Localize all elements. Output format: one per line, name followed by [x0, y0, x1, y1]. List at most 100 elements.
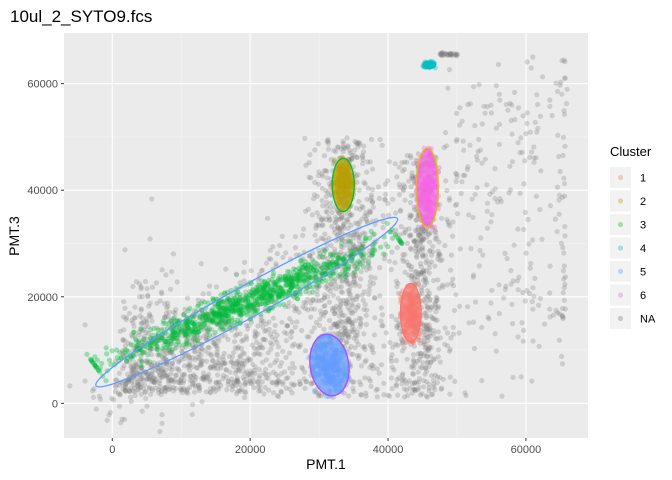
cluster-3-point — [277, 277, 283, 283]
na-point — [401, 230, 407, 236]
na-point — [344, 332, 350, 338]
na-point — [270, 390, 277, 396]
na-point — [433, 304, 439, 311]
na-point — [346, 210, 352, 216]
cluster-3-point — [301, 262, 308, 269]
na-point — [198, 357, 204, 363]
na-point — [270, 380, 276, 386]
na-point — [556, 153, 562, 160]
na-point — [267, 331, 273, 337]
na-point — [418, 230, 424, 236]
na-point — [561, 285, 567, 291]
na-point — [425, 288, 431, 294]
na-point — [192, 339, 198, 345]
na-point — [277, 242, 283, 248]
na-point — [443, 178, 449, 184]
na-point — [338, 273, 344, 279]
na-point — [321, 247, 327, 253]
na-point — [331, 310, 337, 317]
cluster-3-point — [280, 288, 286, 294]
na-point — [360, 297, 366, 303]
na-point — [560, 290, 566, 296]
na-point — [181, 372, 187, 379]
cluster-3-point — [212, 304, 218, 310]
na-point — [389, 249, 395, 255]
na-point — [144, 316, 150, 322]
na-point — [332, 321, 338, 327]
na-point — [325, 262, 331, 268]
na-point — [293, 293, 299, 299]
na-point — [138, 307, 144, 313]
na-point — [351, 152, 357, 158]
cluster-3-point — [366, 259, 372, 266]
na-point — [404, 159, 410, 165]
na-point — [192, 348, 198, 354]
na-point — [442, 50, 448, 56]
na-point — [302, 369, 308, 375]
na-point — [330, 305, 336, 311]
na-point — [128, 398, 134, 405]
cluster-3-point — [295, 273, 302, 279]
na-point — [170, 329, 176, 335]
na-point — [427, 326, 433, 332]
na-point — [422, 345, 428, 351]
na-point — [158, 387, 164, 393]
na-point — [321, 168, 328, 174]
na-point — [311, 267, 317, 273]
cluster-3-point — [229, 297, 235, 303]
na-point — [426, 261, 432, 267]
na-point — [260, 359, 266, 365]
na-point — [275, 373, 281, 379]
na-point — [353, 333, 359, 339]
na-point — [448, 267, 454, 273]
na-point — [164, 350, 170, 356]
na-point — [480, 252, 486, 258]
na-point — [279, 360, 285, 366]
cluster-6-point — [432, 224, 438, 230]
na-point — [342, 239, 349, 245]
na-point — [496, 91, 502, 97]
cluster-3-point — [330, 261, 336, 267]
na-point — [147, 300, 153, 306]
cluster-3-point — [234, 317, 240, 323]
cluster-3-point — [283, 276, 289, 283]
na-point — [520, 289, 526, 296]
na-point — [374, 394, 380, 400]
na-point — [312, 389, 318, 395]
cluster-3-point — [189, 319, 195, 325]
cluster-3-point — [247, 292, 253, 298]
na-point — [330, 292, 336, 298]
cluster-3-point — [301, 277, 307, 283]
na-point — [432, 372, 438, 378]
cluster-3-point — [169, 328, 175, 334]
na-point — [420, 353, 426, 359]
na-point — [259, 344, 265, 350]
na-point — [202, 315, 208, 321]
na-point — [405, 392, 411, 399]
na-point — [207, 389, 213, 395]
na-point — [212, 388, 218, 394]
na-point — [163, 314, 169, 320]
na-point — [419, 269, 425, 275]
na-point — [200, 358, 206, 364]
na-point — [407, 233, 413, 239]
na-point — [348, 343, 354, 349]
na-point — [328, 281, 334, 287]
na-point — [180, 380, 186, 386]
na-point — [351, 379, 357, 385]
na-point — [424, 280, 430, 286]
na-point — [251, 352, 257, 358]
na-point — [325, 141, 331, 147]
na-point — [222, 321, 228, 327]
na-point — [250, 301, 256, 308]
na-point — [210, 358, 216, 364]
na-point — [423, 294, 429, 300]
na-point — [121, 299, 127, 305]
na-point — [527, 154, 533, 160]
na-point — [187, 384, 193, 390]
cluster-3-point — [218, 304, 224, 310]
na-point — [365, 159, 371, 165]
na-point — [429, 391, 436, 397]
na-point — [221, 298, 227, 304]
na-point — [423, 324, 429, 330]
